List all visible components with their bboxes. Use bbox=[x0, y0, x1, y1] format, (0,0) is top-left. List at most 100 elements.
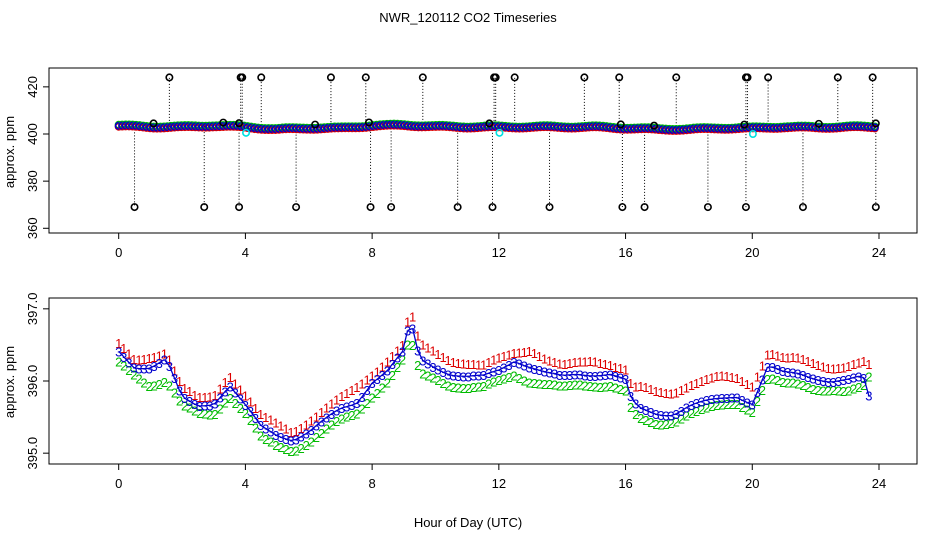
series-2-point: 2 bbox=[855, 380, 862, 395]
series-3-segment bbox=[396, 351, 404, 359]
series-3-segment bbox=[336, 407, 343, 412]
series-2-point: 2 bbox=[252, 421, 259, 436]
series-1-point: 1 bbox=[227, 370, 234, 385]
series-1-point: 1 bbox=[809, 356, 816, 371]
co2-outlier-high bbox=[510, 73, 519, 82]
series-3-segment bbox=[224, 386, 231, 392]
series-2-point: 2 bbox=[227, 391, 234, 406]
series-3-point: 3 bbox=[292, 432, 299, 447]
series-3-segment bbox=[843, 378, 849, 381]
series-2-point: 2 bbox=[277, 440, 284, 455]
series-3-point: 3 bbox=[764, 360, 771, 375]
series-1-point: 1 bbox=[480, 357, 487, 372]
series-2-point: 2 bbox=[749, 405, 756, 420]
panel1-y-tick-label: 420 bbox=[25, 76, 40, 98]
series-3-segment bbox=[711, 397, 717, 400]
series-3-segment bbox=[468, 374, 474, 377]
series-1-point: 1 bbox=[637, 379, 644, 394]
series-1-point: 1 bbox=[622, 363, 629, 378]
series-1-point: 1 bbox=[733, 371, 740, 386]
series-3-segment bbox=[148, 365, 155, 369]
series-1-point: 1 bbox=[769, 347, 776, 362]
series-3-segment bbox=[833, 380, 839, 383]
series-2-point: 2 bbox=[744, 403, 751, 418]
series-3-segment bbox=[513, 361, 520, 365]
co2-outlier-low bbox=[871, 203, 880, 212]
series-1-point: 1 bbox=[374, 364, 381, 379]
series-2-point: 2 bbox=[247, 413, 254, 428]
series-3-segment bbox=[386, 363, 393, 371]
series-3-segment bbox=[417, 349, 424, 361]
series-3-segment bbox=[640, 407, 647, 411]
series-3-segment bbox=[701, 399, 707, 403]
series-3-segment bbox=[285, 438, 292, 442]
series-2-point: 2 bbox=[379, 381, 386, 396]
series-1-point: 1 bbox=[551, 355, 558, 370]
series-2-point: 2 bbox=[429, 370, 436, 385]
series-3-segment bbox=[361, 389, 368, 398]
series-3-segment bbox=[315, 420, 322, 426]
series-3-segment bbox=[675, 410, 682, 415]
series-1-point: 1 bbox=[115, 336, 122, 351]
series-2-point: 2 bbox=[592, 380, 599, 395]
series-1-point: 1 bbox=[222, 375, 229, 390]
series-3-segment bbox=[493, 369, 500, 373]
series-3-point: 3 bbox=[470, 369, 477, 384]
series-2-point: 2 bbox=[455, 381, 462, 396]
series-1-point: 1 bbox=[358, 377, 365, 392]
series-3-segment bbox=[447, 373, 454, 377]
series-2-point: 2 bbox=[384, 375, 391, 390]
co2-outlier-low bbox=[741, 203, 750, 212]
series-3-segment bbox=[356, 396, 363, 404]
series-1-point: 1 bbox=[490, 353, 497, 368]
co2-outlier-low bbox=[703, 203, 712, 212]
co2-outlier-high bbox=[743, 73, 752, 82]
series-2-point: 2 bbox=[313, 430, 320, 445]
series-2-point: 2 bbox=[673, 414, 680, 429]
series-2-point: 2 bbox=[450, 380, 457, 395]
series-1-point: 1 bbox=[348, 383, 355, 398]
series-3-segment bbox=[736, 396, 743, 401]
series-3-segment bbox=[761, 366, 769, 380]
series-2-point: 2 bbox=[637, 411, 644, 426]
series-2-point: 2 bbox=[181, 398, 188, 413]
series-2-point: 2 bbox=[257, 429, 264, 444]
co2-outlier-low bbox=[618, 203, 627, 212]
series-3-point: 3 bbox=[840, 373, 847, 388]
series-1-point: 1 bbox=[713, 369, 720, 384]
series-3-segment bbox=[295, 436, 302, 440]
series-3-segment bbox=[427, 363, 434, 368]
panel1-x-tick-label: 0 bbox=[115, 245, 122, 260]
series-2-point: 2 bbox=[140, 375, 147, 390]
co2-outlier-low bbox=[640, 203, 649, 212]
series-1-point: 1 bbox=[455, 356, 462, 371]
series-1-point: 1 bbox=[531, 346, 538, 361]
series-2-point: 2 bbox=[830, 383, 837, 398]
series-2-point: 2 bbox=[196, 406, 203, 421]
panel2-x-tick-label: 20 bbox=[745, 476, 759, 491]
co2-outlier-low bbox=[292, 203, 301, 212]
series-1-point: 1 bbox=[860, 354, 867, 369]
series-2-point: 2 bbox=[764, 372, 771, 387]
series-1-point: 1 bbox=[282, 422, 289, 437]
series-1-point: 1 bbox=[830, 362, 837, 377]
series-3-segment bbox=[341, 405, 347, 409]
series-3-point: 3 bbox=[222, 384, 229, 399]
co2-outlier-high bbox=[580, 73, 589, 82]
series-1-point: 1 bbox=[561, 357, 568, 372]
series-2-point: 2 bbox=[510, 369, 517, 384]
series-2-point: 2 bbox=[323, 422, 330, 437]
series-3-segment bbox=[751, 391, 758, 405]
series-3-point: 3 bbox=[313, 418, 320, 433]
series-3-segment bbox=[823, 380, 829, 383]
series-2-point: 2 bbox=[617, 382, 624, 397]
series-1-point: 1 bbox=[191, 388, 198, 403]
series-3-segment bbox=[863, 377, 870, 396]
series-1-point: 1 bbox=[744, 377, 751, 392]
series-1-point: 1 bbox=[171, 363, 178, 378]
series-1-point: 1 bbox=[789, 350, 796, 365]
series-2-point: 2 bbox=[698, 402, 705, 417]
series-3-point: 3 bbox=[835, 374, 842, 389]
series-3-segment bbox=[670, 413, 677, 417]
series-2-point: 2 bbox=[647, 415, 654, 430]
